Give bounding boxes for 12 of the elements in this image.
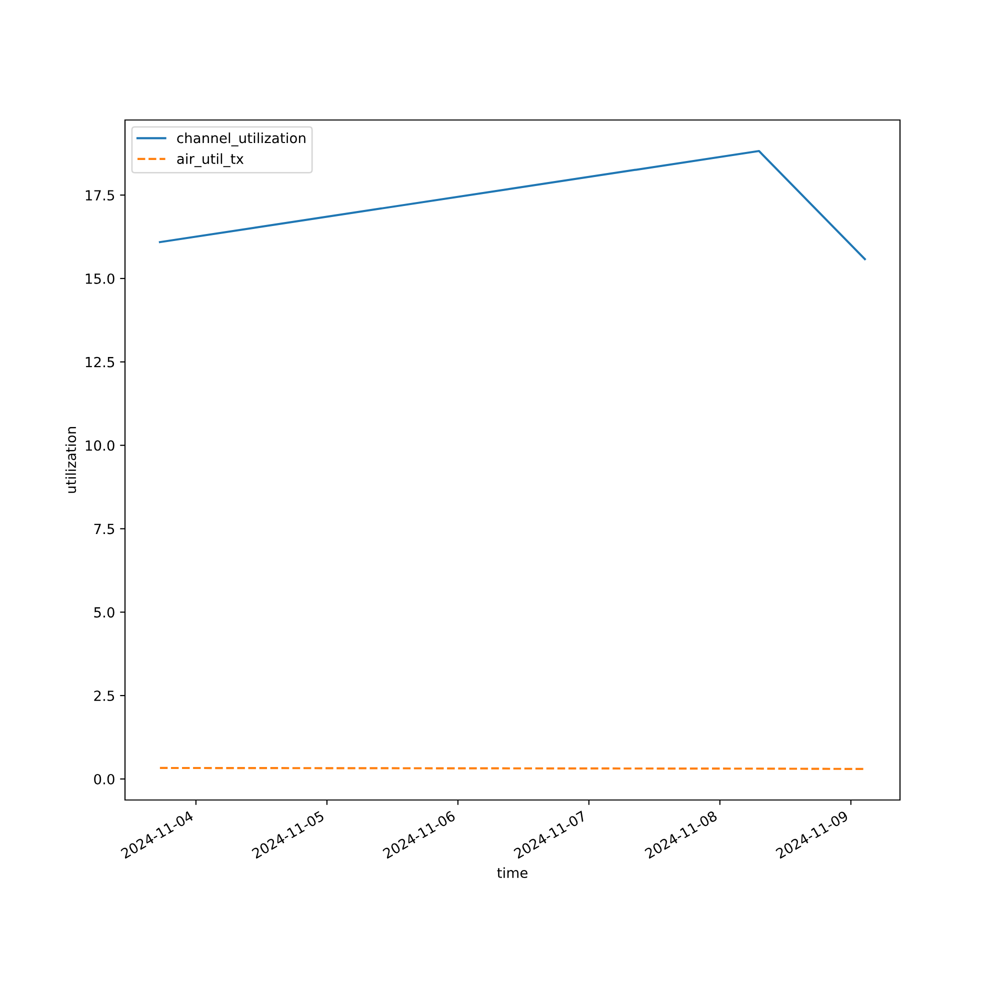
y-tick-label: 12.5 — [86, 356, 114, 368]
y-tick-label: 5.0 — [94, 607, 114, 618]
y-axis-title: utilization — [65, 427, 76, 493]
y-tick-label: 15.0 — [86, 273, 114, 284]
legend-label: air_util_tx — [177, 153, 244, 168]
y-tick-label: 7.5 — [94, 524, 114, 534]
y-tick-label: 2.5 — [94, 690, 114, 702]
y-tick-label: 17.5 — [86, 190, 114, 201]
x-axis-title: time — [497, 867, 528, 878]
legend-label: channel_utilization — [177, 132, 306, 146]
y-tick-label: 0.0 — [94, 774, 114, 784]
y-tick-label: 10.0 — [86, 440, 114, 451]
